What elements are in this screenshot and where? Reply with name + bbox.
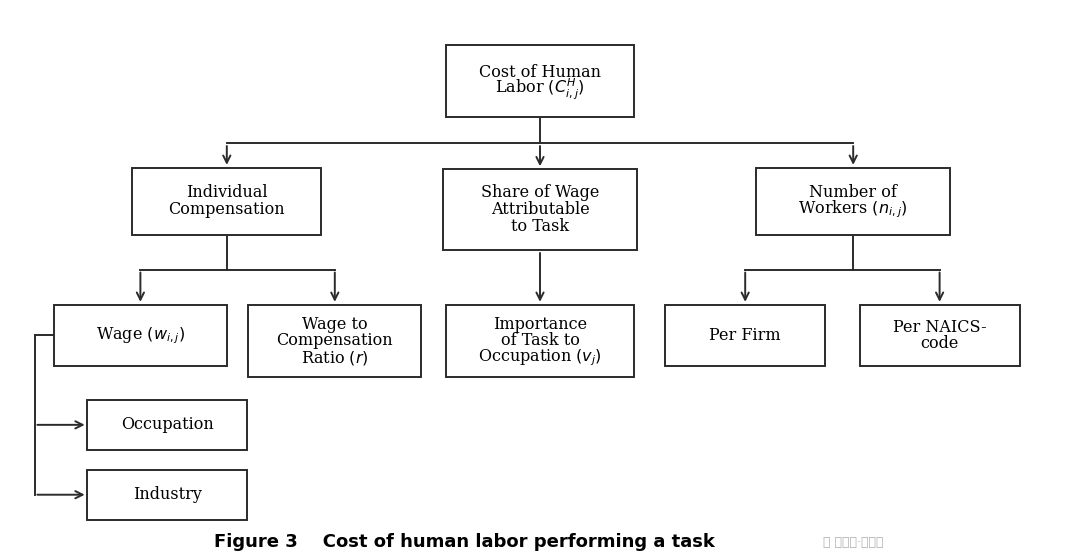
Text: Occupation $(v_j)$: Occupation $(v_j)$ <box>478 348 602 368</box>
Text: Share of Wage: Share of Wage <box>481 184 599 201</box>
FancyBboxPatch shape <box>443 169 637 250</box>
Text: Figure 3    Cost of human labor performing a task: Figure 3 Cost of human labor performing … <box>214 533 715 551</box>
Text: Wage $(w_{i,j})$: Wage $(w_{i,j})$ <box>96 325 185 345</box>
Text: to Task: to Task <box>511 218 569 235</box>
Text: code: code <box>920 335 959 352</box>
FancyBboxPatch shape <box>248 305 421 377</box>
FancyBboxPatch shape <box>860 305 1020 366</box>
Text: Attributable: Attributable <box>490 201 590 218</box>
Text: Wage to: Wage to <box>302 316 367 333</box>
FancyBboxPatch shape <box>54 305 227 366</box>
FancyBboxPatch shape <box>87 400 247 450</box>
Text: 🔵 公众号·新智元: 🔵 公众号·新智元 <box>823 536 883 549</box>
Text: Compensation: Compensation <box>276 333 393 349</box>
Text: Per Firm: Per Firm <box>710 327 781 344</box>
Text: Labor $(C^H_{i,j})$: Labor $(C^H_{i,j})$ <box>496 77 584 102</box>
Text: Ratio $(r)$: Ratio $(r)$ <box>301 349 368 367</box>
Text: Individual: Individual <box>186 184 268 201</box>
Text: Compensation: Compensation <box>168 201 285 218</box>
Text: Cost of Human: Cost of Human <box>480 64 600 81</box>
FancyBboxPatch shape <box>446 45 634 117</box>
FancyBboxPatch shape <box>446 305 634 377</box>
Text: Industry: Industry <box>133 486 202 503</box>
Text: of Task to: of Task to <box>500 333 580 349</box>
Text: Workers $(n_{i,j})$: Workers $(n_{i,j})$ <box>798 199 908 220</box>
Text: Occupation: Occupation <box>121 416 214 433</box>
FancyBboxPatch shape <box>756 168 950 235</box>
Text: Number of: Number of <box>809 184 897 201</box>
Text: Importance: Importance <box>492 316 588 333</box>
Text: Per NAICS-: Per NAICS- <box>893 319 986 335</box>
FancyBboxPatch shape <box>665 305 825 366</box>
FancyBboxPatch shape <box>133 168 322 235</box>
FancyBboxPatch shape <box>87 470 247 520</box>
